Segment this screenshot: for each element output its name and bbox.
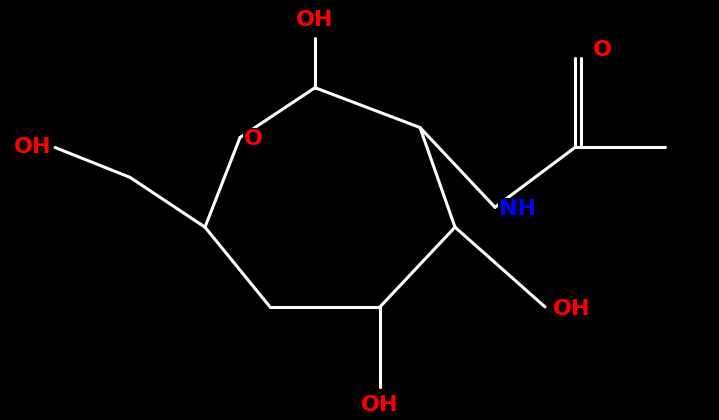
Text: OH: OH: [361, 394, 399, 415]
Text: NH: NH: [499, 199, 536, 219]
Text: O: O: [244, 129, 263, 150]
Text: O: O: [593, 40, 612, 60]
Text: OH: OH: [296, 10, 334, 30]
Text: OH: OH: [553, 299, 590, 319]
Text: OH: OH: [14, 137, 51, 158]
